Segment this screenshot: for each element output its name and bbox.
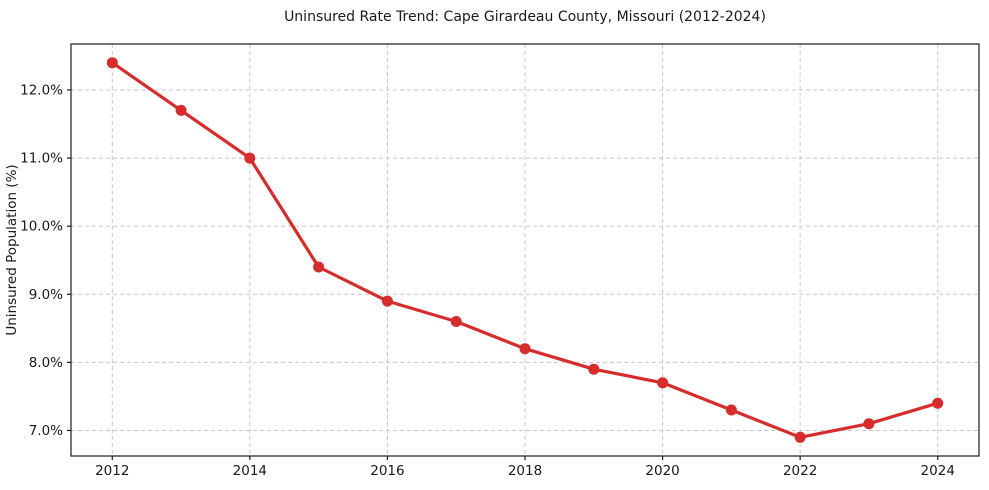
y-tick-label: 12.0% (20, 82, 63, 98)
data-point (588, 363, 600, 375)
x-tick-label: 2016 (370, 463, 404, 479)
data-point (725, 404, 737, 416)
y-axis-label: Uninsured Population (%) (4, 164, 20, 335)
data-point (932, 397, 944, 409)
data-point (863, 418, 875, 430)
data-point (450, 316, 462, 327)
data-points (106, 57, 944, 443)
data-point (175, 104, 187, 116)
x-tick-label: 2014 (233, 463, 267, 479)
data-point (657, 377, 669, 389)
x-tick-label: 2024 (921, 463, 955, 479)
data-point (794, 431, 806, 443)
y-tick-label: 8.0% (29, 355, 63, 371)
x-tick-label: 2020 (645, 463, 679, 479)
y-tick-label: 10.0% (20, 219, 63, 235)
x-tick-label: 2018 (508, 463, 542, 479)
data-point (381, 295, 393, 307)
x-tick-labels: 2012 2014 2016 2018 2020 2022 2024 (95, 463, 955, 479)
y-tick-labels: 7.0% 8.0% 9.0% 10.0% 11.0% 12.0% (20, 82, 63, 438)
data-point (106, 57, 118, 69)
chart-title: Uninsured Rate Trend: Cape Girardeau Cou… (284, 9, 766, 25)
axis-ticks (67, 89, 939, 460)
y-tick-label: 9.0% (29, 287, 63, 303)
y-tick-label: 11.0% (20, 151, 63, 167)
gridlines (71, 44, 979, 456)
y-tick-label: 7.0% (29, 423, 63, 439)
x-tick-label: 2022 (783, 463, 817, 479)
data-point (313, 261, 325, 273)
data-point (244, 152, 256, 164)
data-point (519, 343, 531, 355)
x-tick-label: 2012 (95, 463, 129, 479)
